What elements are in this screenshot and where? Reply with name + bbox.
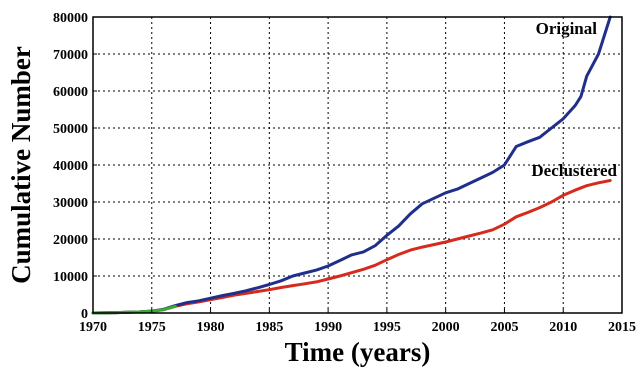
y-tick-label: 80000 [53,11,88,26]
y-tick-label: 10000 [53,270,88,285]
x-tick-label: 1990 [314,320,342,335]
overlap-segment [91,304,177,315]
x-tick-label: 1995 [373,320,401,335]
y-tick-label: 30000 [53,196,88,211]
y-tick-label: 70000 [53,48,88,63]
y-tick-label: 50000 [53,122,88,137]
original-series-line [91,15,612,315]
x-tick-label: 2000 [432,320,460,335]
y-tick-label: 0 [81,307,88,322]
y-tick-label: 60000 [53,85,88,100]
x-tick-label: 2005 [490,320,518,335]
y-tick-label: 40000 [53,159,88,174]
x-tick-label: 2015 [608,320,636,335]
y-tick-label: 20000 [53,233,88,248]
y-axis-title: Cumulative Number [6,46,36,284]
declustered-series-label: Declustered [531,161,617,180]
x-tick-labels: 1970 1975 1980 1985 1990 1995 2000 2005 2010 2015 [79,309,636,335]
original-series-label: Original [536,19,598,38]
x-axis-title: Time (years) [285,337,431,367]
x-tick-label: 1985 [255,320,283,335]
x-tick-label: 1970 [79,320,107,335]
x-tick-label: 2010 [549,320,577,335]
x-tick-label: 1975 [138,320,166,335]
x-tick-label: 1980 [197,320,225,335]
declustered-series-line [91,179,612,315]
y-tick-labels: 0 10000 20000 30000 40000 50000 60000 70000 8000… [53,11,97,322]
grid [93,17,622,313]
